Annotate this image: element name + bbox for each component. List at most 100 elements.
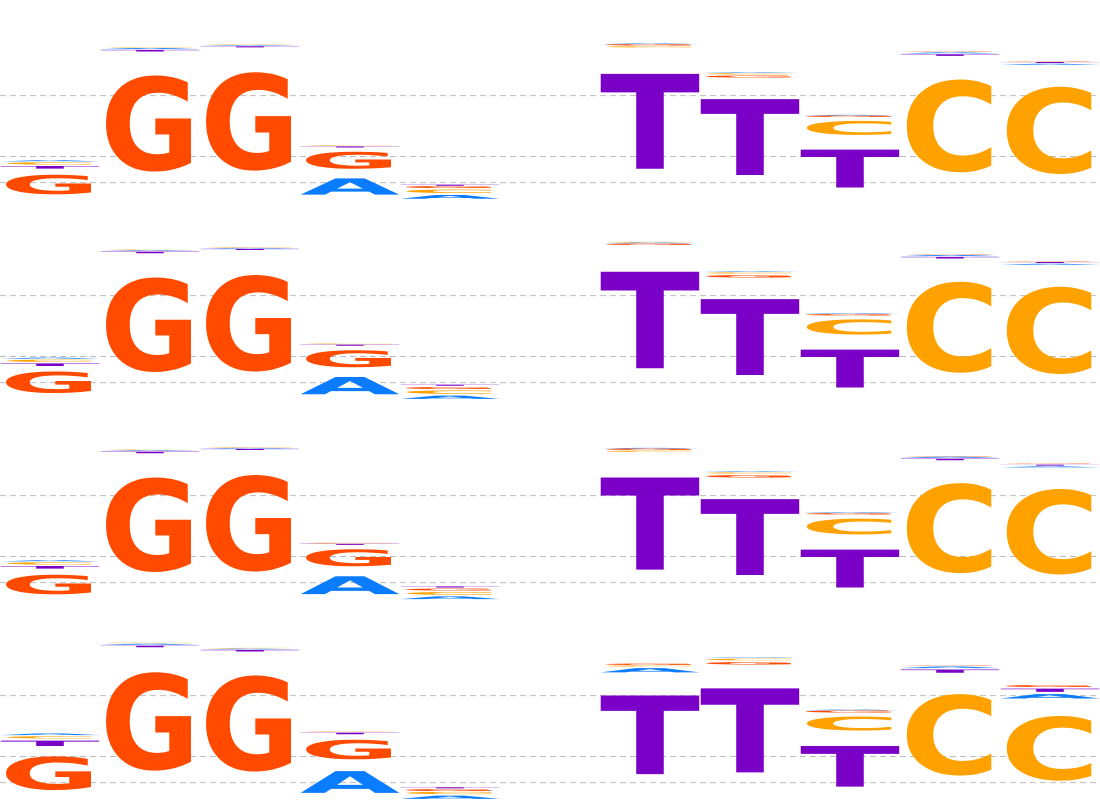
logo-letter-a: A <box>200 448 300 449</box>
logo-letter-a: A <box>300 571 400 600</box>
logo-letter-t: T <box>1000 464 1100 466</box>
logo-letter-a: A <box>0 560 100 562</box>
logo-letter-t: T <box>800 139 900 200</box>
logo-letter-a: A <box>1000 466 1100 468</box>
logo-letter-t: T <box>100 451 200 454</box>
logo-letter-g: G <box>900 665 1000 666</box>
logo-letter-t: T <box>700 278 800 399</box>
logo-letter-g: G <box>100 648 200 800</box>
logo-letter-c: C <box>300 343 400 344</box>
logo-letter-a: A <box>900 52 1000 54</box>
logo-letter-c: C <box>700 658 800 661</box>
logo-letter-t: T <box>300 344 400 346</box>
logo-letter-t: T <box>700 478 800 599</box>
logo-letter-g: G <box>400 186 500 189</box>
logo-letter-t: T <box>800 735 900 800</box>
logo-letter-t: T <box>400 787 500 789</box>
logo-letter-a: A <box>1000 263 1100 265</box>
logo-letter-g: G <box>600 44 700 46</box>
logo-letter-g: G <box>300 148 400 174</box>
logo-letter-c: C <box>600 450 700 452</box>
logo-letter-a: A <box>600 667 700 674</box>
logo-letter-g: G <box>200 654 300 800</box>
logo-letter-a: A <box>100 48 200 50</box>
logo-letter-c: C <box>900 57 1000 200</box>
logo-letter-a: A <box>600 243 700 244</box>
logo-letter-a: A <box>100 450 200 451</box>
logo-letter-t: T <box>900 458 1000 461</box>
logo-letter-a: A <box>300 372 400 400</box>
logo-letter-t: T <box>700 667 800 800</box>
logo-letter-g: G <box>200 48 300 200</box>
logo-letter-c: C <box>300 731 400 732</box>
logo-letter-c: C <box>100 249 200 250</box>
logo-letter-c: C <box>400 591 500 595</box>
logo-letter-t: T <box>900 669 1000 674</box>
logo-letter-c: C <box>0 562 100 565</box>
logo-letter-a: A <box>400 596 500 600</box>
logo-letter-a: A <box>200 45 300 46</box>
logo-letter-c: C <box>300 145 400 146</box>
logo-letter-t: T <box>600 48 700 200</box>
logo-letter-g: G <box>800 314 900 316</box>
logo-letter-t: T <box>200 650 300 653</box>
logo-letter-g: G <box>1000 261 1100 262</box>
logo-letter-g: G <box>400 588 500 591</box>
logo-letter-g: G <box>600 449 700 451</box>
logo-letter-a: A <box>900 255 1000 257</box>
logo-letter-c: C <box>400 390 500 395</box>
logo-letter-t: T <box>300 543 400 545</box>
logo-letter-t: T <box>1000 688 1100 693</box>
logo-letter-g: G <box>1000 684 1100 687</box>
logo-letter-c: C <box>900 462 1000 601</box>
logo-letter-t: T <box>400 384 500 386</box>
logo-letter-a: A <box>700 271 800 272</box>
logo-letter-g: G <box>200 452 300 600</box>
logo-letter-c: C <box>1000 65 1100 199</box>
logo-letter-c: C <box>600 665 700 667</box>
logo-letter-t: T <box>0 363 100 367</box>
logo-letter-c: C <box>0 162 100 165</box>
logo-letter-a: A <box>400 395 500 400</box>
logo-letter-a: A <box>900 456 1000 458</box>
logo-letter-c: C <box>900 261 1000 401</box>
logo-letter-c: C <box>1000 265 1100 399</box>
logo-letter-t: T <box>1000 62 1100 64</box>
logo-letter-t: T <box>900 256 1000 259</box>
logo-letter-c: C <box>700 472 800 474</box>
logo-letter-g: G <box>1000 463 1100 464</box>
logo-letter-a: A <box>100 643 200 645</box>
logo-letter-a: A <box>1000 693 1100 700</box>
logo-letter-g: G <box>100 455 200 601</box>
logo-letter-a: A <box>0 357 100 359</box>
logo-letter-t: T <box>600 245 700 399</box>
logo-letter-a: A <box>1000 63 1100 65</box>
logo-letter-c: C <box>1000 468 1100 600</box>
logo-letter-g: G <box>100 255 200 401</box>
logo-letter-t: T <box>200 449 300 451</box>
logo-letter-t: T <box>400 184 500 186</box>
logo-letter-a: A <box>700 657 800 658</box>
logo-letter-g: G <box>900 456 1000 457</box>
logo-letter-g: G <box>400 386 500 389</box>
logo-letter-c: C <box>0 359 100 362</box>
logo-letter-c: C <box>0 736 100 739</box>
logo-letter-g: G <box>0 570 100 600</box>
logo-letter-c: C <box>100 449 200 450</box>
logo-letter-c: C <box>100 47 200 48</box>
logo-letter-g: G <box>0 748 100 800</box>
logo-letter-c: C <box>600 46 700 48</box>
logo-letter-g: G <box>400 789 500 792</box>
logo-letter-c: C <box>600 242 700 243</box>
logo-letter-a: A <box>700 471 800 472</box>
logo-letter-t: T <box>200 249 300 251</box>
logo-letter-g: G <box>0 170 100 200</box>
logo-letter-c: C <box>800 515 900 539</box>
logo-letter-c: C <box>800 117 900 139</box>
logo-letter-c: C <box>400 791 500 794</box>
logo-letter-c: C <box>800 316 900 339</box>
logo-letter-c: C <box>400 189 500 194</box>
